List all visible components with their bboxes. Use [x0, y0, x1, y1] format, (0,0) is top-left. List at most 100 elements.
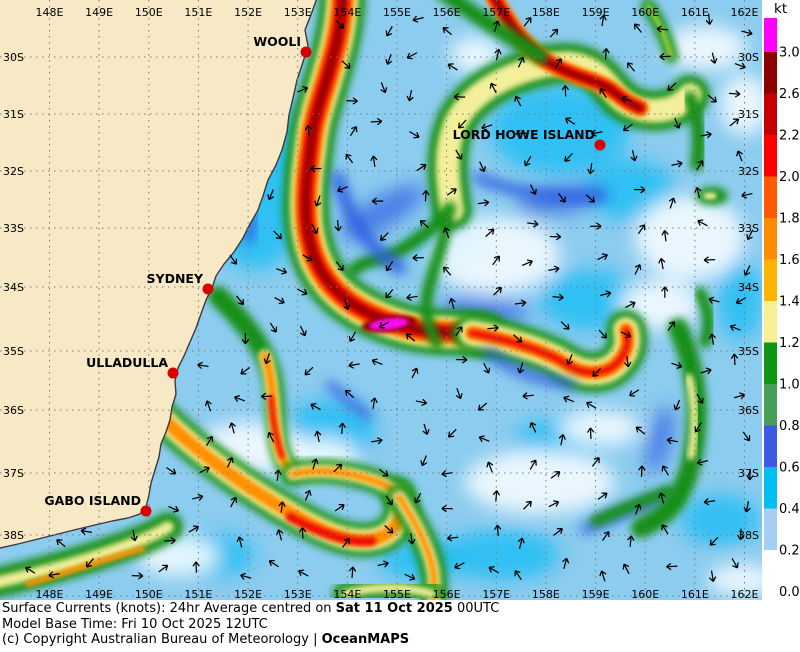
land-mass: [0, 0, 317, 549]
lon-label-bottom: 152E: [234, 588, 262, 600]
legend-band: [764, 93, 777, 136]
lon-label-top: 151E: [184, 6, 212, 19]
legend-band: [764, 52, 777, 94]
legend-tick-label: 2.6: [779, 87, 800, 102]
lon-label-bottom: 153E: [284, 588, 312, 600]
lat-label-right: 36S: [738, 404, 759, 417]
lat-label-right: 38S: [738, 529, 759, 542]
legend-band: [764, 259, 777, 302]
lon-label-top: 148E: [36, 6, 64, 19]
lon-label-top: 155E: [383, 6, 411, 19]
legend-tick-label: 1.4: [779, 295, 800, 310]
legend-tick-label: 0.6: [779, 461, 800, 476]
place-label: SYDNEY: [147, 271, 204, 286]
lat-label-left: 36S: [3, 404, 24, 417]
lon-label-bottom: 150E: [135, 588, 163, 600]
lon-label-top: 149E: [85, 6, 113, 19]
place-dot: [202, 283, 214, 295]
lat-label-right: 34S: [738, 281, 759, 294]
lon-label-top: 160E: [631, 6, 659, 19]
legend-tick-label: 1.6: [779, 253, 800, 268]
place-label: LORD HOWE ISLAND: [453, 127, 595, 142]
legend-band: [764, 176, 777, 219]
lon-label-bottom: 159E: [582, 588, 610, 600]
lon-label-bottom: 151E: [184, 588, 212, 600]
legend-band: [764, 425, 777, 468]
legend-band: [764, 550, 777, 592]
caption-model-base-time: Model Base Time: Fri 10 Oct 2025 12UTC: [2, 616, 268, 632]
place-dot: [594, 139, 606, 151]
place-dot: [300, 46, 312, 58]
legend-band: [764, 135, 777, 177]
lon-label-bottom: 161E: [681, 588, 709, 600]
lon-label-bottom: 160E: [631, 588, 659, 600]
legend-band: [764, 301, 777, 343]
caption-product-name: OceanMAPS: [321, 632, 410, 648]
caption-copyright: (c) Copyright Australian Bureau of Meteo…: [2, 632, 798, 648]
lat-label-left: 37S: [3, 467, 24, 480]
lon-label-top: 152E: [234, 6, 262, 19]
legend-tick-label: 1.0: [779, 378, 800, 393]
legend-unit-label: kt: [774, 1, 787, 17]
place-dot: [140, 505, 152, 517]
lon-label-bottom: 148E: [36, 588, 64, 600]
legend-band: [764, 342, 777, 385]
lat-label-right: 35S: [738, 345, 759, 358]
legend-tick-label: 0.4: [779, 502, 800, 517]
legend-tick-label: 0.2: [779, 544, 800, 559]
map-area: [0, 0, 762, 600]
legend-tick-label: 3.0: [779, 46, 800, 61]
lat-label-right: 30S: [738, 51, 759, 64]
lat-label-left: 38S: [3, 529, 24, 542]
surface-currents-map: 148E 148E 149E 149E 150E 150E 151E 151E 152E 152E…: [0, 0, 800, 601]
lat-label-left: 35S: [3, 345, 24, 358]
lat-label-left: 32S: [3, 165, 24, 178]
caption-title: Surface Currents (knots): 24hr Average c…: [2, 601, 798, 617]
current-arrows: [25, 13, 754, 582]
lon-label-top: 156E: [433, 6, 461, 19]
lat-label-right: 33S: [738, 222, 759, 235]
lat-lon-grid: [0, 0, 762, 600]
caption-title-suffix: 00UTC: [452, 601, 500, 616]
lon-label-bottom: 157E: [482, 588, 510, 600]
lat-label-right: 37S: [738, 467, 759, 480]
lon-label-top: 158E: [532, 6, 560, 19]
lon-label-bottom: 155E: [383, 588, 411, 600]
legend-tick-label: 1.2: [779, 336, 800, 351]
legend-band: [764, 384, 777, 426]
legend-band: [764, 218, 777, 260]
legend-band: [764, 467, 777, 509]
axis-labels: 148E 148E 149E 149E 150E 150E 151E 151E 152E 152E…: [3, 6, 759, 601]
lat-label-left: 30S: [3, 51, 24, 64]
lon-label-top: 150E: [135, 6, 163, 19]
lon-label-bottom: 162E: [731, 588, 759, 600]
lon-label-bottom: 158E: [532, 588, 560, 600]
lat-label-left: 31S: [3, 108, 24, 121]
lon-label-bottom: 154E: [333, 588, 361, 600]
place-markers: WOOLI LORD HOWE ISLAND SYDNEY ULLADULLA GABO…: [44, 34, 606, 517]
lon-label-top: 154E: [333, 6, 361, 19]
legend-band: [764, 508, 777, 551]
map-canvas: 148E 148E 149E 149E 150E 150E 151E 151E 152E 152E…: [0, 0, 800, 601]
lat-label-left: 33S: [3, 222, 24, 235]
legend-band: [764, 18, 777, 52]
legend-tick-label: 1.8: [779, 212, 800, 227]
caption-copyright-text: (c) Copyright Australian Bureau of Meteo…: [2, 632, 322, 648]
lon-label-top: 153E: [284, 6, 312, 19]
lat-label-right: 31S: [738, 108, 759, 121]
legend-tick-label: 2.2: [779, 129, 800, 144]
place-label: GABO ISLAND: [44, 493, 141, 508]
place-label: WOOLI: [253, 34, 301, 49]
place-label: ULLADULLA: [86, 355, 168, 370]
place-dot: [167, 367, 179, 379]
lat-label-right: 32S: [738, 165, 759, 178]
caption-title-prefix: Surface Currents (knots): 24hr Average c…: [2, 601, 336, 616]
lat-label-left: 34S: [3, 281, 24, 294]
lon-label-bottom: 149E: [85, 588, 113, 600]
lon-label-top: 157E: [482, 6, 510, 19]
legend-tick-label: 2.0: [779, 170, 800, 185]
caption-title-date: Sat 11 Oct 2025: [335, 601, 453, 616]
colorbar-legend: kt 3.0 2.6 2.2 2.0 1.8 1.6 1.4 1.2 1.0 0.8 0.6 0.4 0.…: [764, 1, 800, 600]
lon-label-top: 161E: [681, 6, 709, 19]
